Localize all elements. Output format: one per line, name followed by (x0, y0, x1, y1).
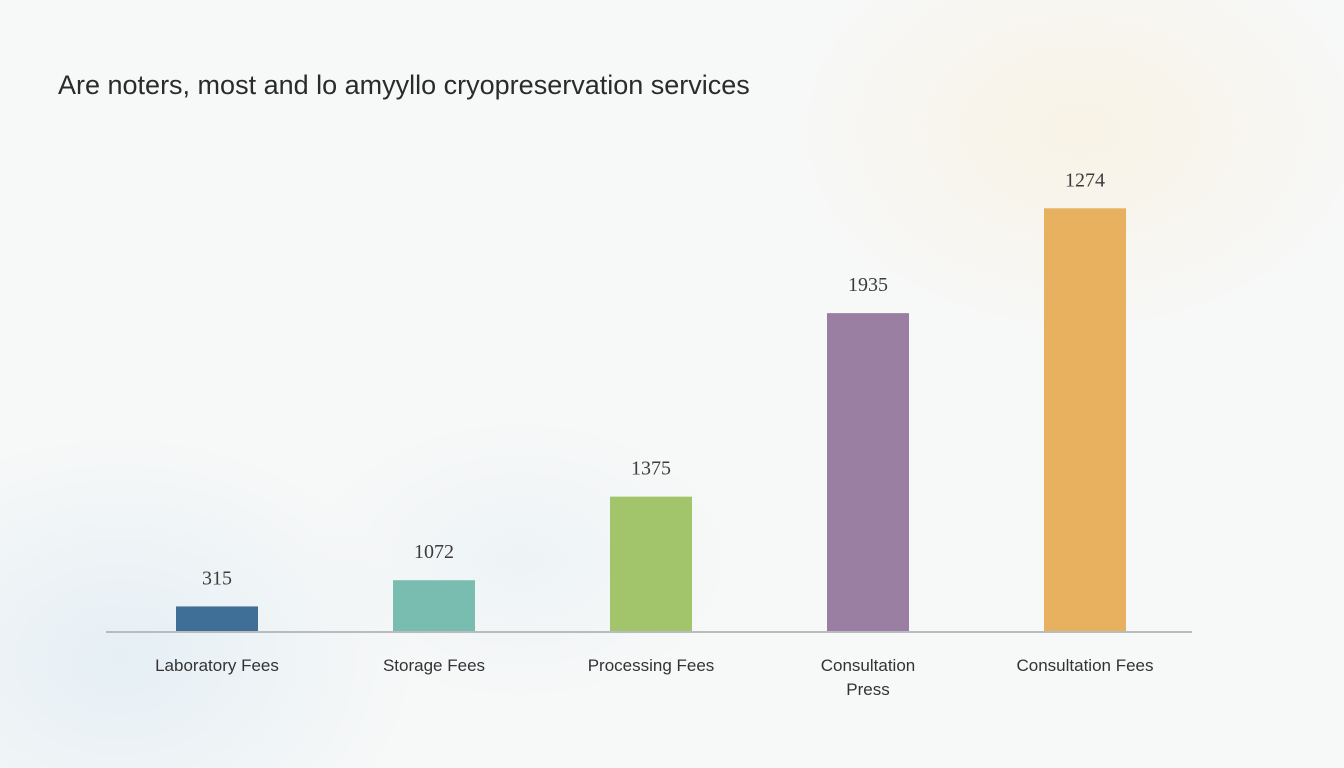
data-label-2: 1072 (414, 541, 454, 563)
bar-2 (393, 580, 475, 631)
bar-3 (610, 496, 692, 631)
bar-1 (176, 606, 258, 631)
chart-title: Are noters, most and lo amyyllo cryopres… (58, 70, 750, 100)
value-labels-group: 315 1072 1375 1935 1274 (202, 169, 1105, 589)
category-labels-group: Laboratory Fees Storage Fees Processing Fe… (155, 656, 1153, 699)
category-label-4-line-1: Consultation (821, 656, 916, 675)
bar-5 (1044, 208, 1126, 631)
bars-group (176, 208, 1126, 631)
category-label-1: Laboratory Fees (155, 656, 279, 675)
category-label-5: Consultation Fees (1016, 656, 1153, 675)
bar-4 (827, 313, 909, 631)
data-label-5: 1274 (1065, 169, 1105, 191)
category-label-4-line-2: Press (846, 680, 889, 699)
category-label-2: Storage Fees (383, 656, 485, 675)
data-label-4: 1935 (848, 274, 888, 296)
data-label-1: 315 (202, 567, 232, 589)
category-label-3: Processing Fees (588, 656, 715, 675)
data-label-3: 1375 (631, 458, 671, 480)
